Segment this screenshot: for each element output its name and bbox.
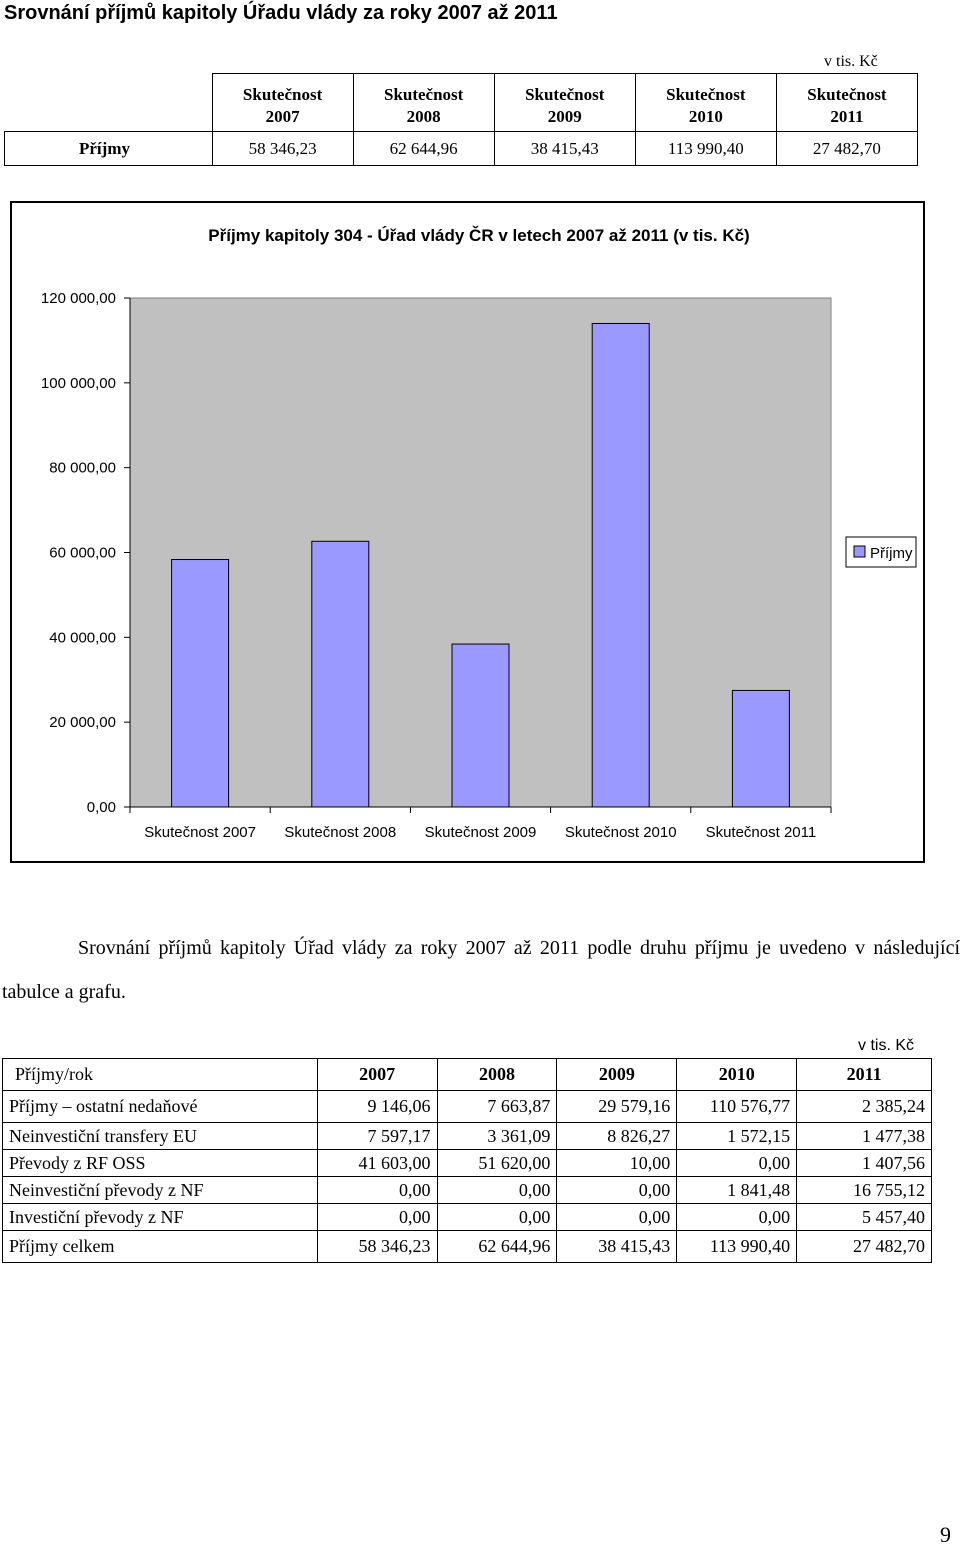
row-label: Neinvestiční transfery EU	[2, 1122, 318, 1150]
y-tick-label: 40 000,00	[49, 629, 116, 646]
detail-header-year: 2010	[676, 1058, 798, 1091]
table-cell: 113 990,40	[676, 1230, 798, 1263]
table-cell: 7 663,87	[436, 1090, 558, 1123]
table-cell: 27 482,70	[796, 1230, 932, 1263]
summary-header-2008: Skutečnost 2008	[352, 73, 495, 132]
x-tick-label: Skutečnost 2009	[425, 824, 537, 841]
table-cell: 0,00	[436, 1203, 558, 1231]
table-cell: 0,00	[556, 1176, 678, 1204]
x-tick-labels: Skutečnost 2007 Skutečnost 2008 Skutečnost…	[144, 824, 816, 841]
body-paragraph: Srovnání příjmů kapitoly Úřad vlády za r…	[2, 937, 960, 1003]
summary-header-blank	[4, 73, 213, 132]
x-tick-label: Skutečnost 2007	[144, 824, 256, 841]
table-row: Příjmy – ostatní nedaňové 9 146,06 7 663…	[2, 1090, 932, 1123]
table-cell: 16 755,12	[796, 1176, 932, 1204]
table-cell: 9 146,06	[316, 1090, 438, 1123]
summary-header-2010: Skutečnost 2010	[634, 73, 777, 132]
y-tick-labels: 0,00 20 000,00 40 000,00 60 000,00 80 000,00…	[41, 290, 116, 816]
bar	[171, 559, 230, 808]
table-cell: 10,00	[556, 1149, 678, 1177]
chart-title: Příjmy kapitoly 304 - Úřad vlády ČR v le…	[208, 226, 749, 245]
page-number: 9	[940, 1522, 951, 1547]
bar	[451, 643, 510, 808]
table-cell: 1 477,38	[796, 1122, 932, 1150]
x-tick-label: Skutečnost 2011	[706, 824, 817, 841]
page-title: Srovnání příjmů kapitoly Úřadu vlády za …	[4, 2, 558, 24]
unit-label: v tis. Kč	[824, 53, 878, 70]
row-label: Převody z RF OSS	[2, 1149, 318, 1177]
unit-label-2: v tis. Kč	[858, 1037, 915, 1054]
y-tick-label: 20 000,00	[49, 714, 116, 731]
table-cell: 7 597,17	[316, 1122, 438, 1150]
x-tick-label: Skutečnost 2010	[565, 824, 677, 841]
row-label: Neinvestiční převody z NF	[2, 1176, 318, 1204]
table-cell: 62 644,96	[436, 1230, 558, 1263]
detail-header-row: Příjmy/rok 2007 2008 2009 2010 2011	[2, 1058, 932, 1091]
bars	[171, 322, 790, 808]
table-cell: 1 407,56	[796, 1149, 932, 1177]
table-row: Převody z RF OSS 41 603,00 51 620,00 10,…	[2, 1149, 932, 1177]
bar-chart: Příjmy kapitoly 304 - Úřad vlády ČR v le…	[41, 226, 917, 841]
legend-label: Příjmy	[870, 545, 913, 562]
detail-header-year: 2007	[316, 1058, 438, 1091]
table-cell: 1 841,48	[676, 1176, 798, 1204]
table-row: Neinvestiční transfery EU 7 597,17 3 361…	[2, 1122, 932, 1150]
y-tick-label: 60 000,00	[49, 545, 116, 562]
table-cell: 2 385,24	[796, 1090, 932, 1123]
summary-row-prijmy: Příjmy 58 346,23 62 644,96 38 415,43 113…	[4, 131, 919, 166]
detail-header-year: 2008	[436, 1058, 558, 1091]
table-cell: 0,00	[676, 1203, 798, 1231]
summary-header-2011: Skutečnost 2011	[775, 73, 919, 132]
summary-header-2009: Skutečnost 2009	[493, 73, 636, 132]
table-row-total: Příjmy celkem 58 346,23 62 644,96 38 415…	[2, 1230, 932, 1263]
table-row: Neinvestiční převody z NF 0,00 0,00 0,00…	[2, 1176, 932, 1204]
legend: Příjmy	[845, 536, 917, 568]
detail-header-label: Příjmy/rok	[2, 1058, 318, 1091]
legend-frame	[845, 536, 917, 568]
table-cell: 38 415,43	[556, 1230, 678, 1263]
summary-row-label: Příjmy	[4, 131, 213, 166]
table-cell: 41 603,00	[316, 1149, 438, 1177]
x-tick-label: Skutečnost 2008	[284, 824, 396, 841]
y-tick-label: 0,00	[87, 799, 116, 816]
bar	[731, 689, 790, 808]
detail-table: Příjmy/rok 2007 2008 2009 2010 2011 Příj…	[2, 1058, 932, 1263]
summary-table: Skutečnost 2007 Skutečnost 2008 Skutečnost…	[4, 73, 919, 166]
table-cell: 0,00	[436, 1176, 558, 1204]
table-cell: 51 620,00	[436, 1149, 558, 1177]
row-label: Příjmy – ostatní nedaňové	[2, 1090, 318, 1123]
detail-header-year: 2011	[796, 1058, 932, 1091]
y-tick-label: 120 000,00	[41, 290, 116, 307]
table-cell: 1 572,15	[676, 1122, 798, 1150]
summary-cell: 27 482,70	[775, 131, 919, 166]
table-cell: 8 826,27	[556, 1122, 678, 1150]
summary-cell: 58 346,23	[211, 131, 354, 166]
table-cell: 0,00	[556, 1203, 678, 1231]
table-cell: 3 361,09	[436, 1122, 558, 1150]
y-tick-label: 100 000,00	[41, 375, 116, 392]
table-cell: 5 457,40	[796, 1203, 932, 1231]
bar	[591, 322, 650, 808]
legend-swatch	[853, 545, 866, 558]
table-row: Investiční převody z NF 0,00 0,00 0,00 0…	[2, 1203, 932, 1231]
summary-cell: 38 415,43	[493, 131, 636, 166]
summary-header-2007: Skutečnost 2007	[211, 73, 354, 132]
table-cell: 0,00	[316, 1203, 438, 1231]
table-cell: 0,00	[676, 1149, 798, 1177]
summary-cell: 113 990,40	[634, 131, 777, 166]
summary-cell: 62 644,96	[352, 131, 495, 166]
row-label: Investiční převody z NF	[2, 1203, 318, 1231]
table-cell: 0,00	[316, 1176, 438, 1204]
table-cell: 58 346,23	[316, 1230, 438, 1263]
row-label: Příjmy celkem	[2, 1230, 318, 1263]
summary-header-row: Skutečnost 2007 Skutečnost 2008 Skutečnost…	[4, 73, 919, 132]
table-cell: 110 576,77	[676, 1090, 798, 1123]
table-cell: 29 579,16	[556, 1090, 678, 1123]
bar	[311, 540, 370, 808]
detail-header-year: 2009	[556, 1058, 678, 1091]
chart-frame: Příjmy kapitoly 304 - Úřad vlády ČR v le…	[10, 201, 925, 863]
y-tick-label: 80 000,00	[49, 460, 116, 477]
